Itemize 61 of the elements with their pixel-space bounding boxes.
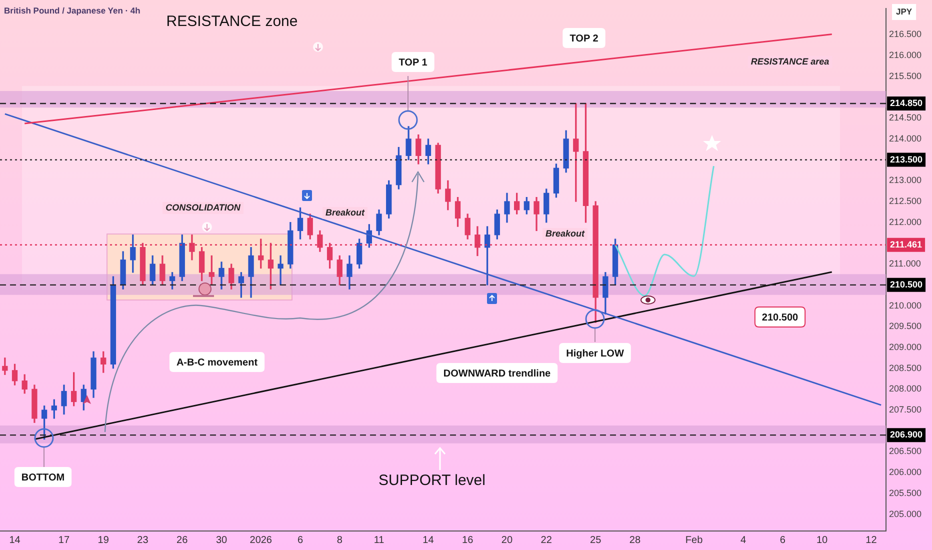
y-tick-label: 209.500 — [889, 321, 922, 332]
x-tick-label: 28 — [629, 534, 641, 546]
chart-title: British Pound / Japanese Yen · 4h — [4, 5, 140, 16]
x-tick-label: Feb — [685, 534, 704, 546]
y-tick-label: 206.000 — [889, 467, 922, 478]
y-tick-label: 205.000 — [889, 508, 922, 519]
y-tick-label: 207.500 — [889, 404, 922, 415]
x-tick-label: 26 — [176, 534, 188, 546]
y-tick-label: 208.000 — [889, 384, 922, 394]
y-tick-label: 214.000 — [889, 133, 922, 144]
y-tick-label: 213.000 — [889, 175, 922, 186]
ref-line-label: 213.500 — [890, 154, 923, 164]
x-tick-label: 10 — [816, 534, 828, 546]
annotation: RESISTANCE area — [750, 56, 830, 66]
x-tick-label: 14 — [9, 534, 21, 546]
annotation: Higher LOW — [566, 348, 624, 360]
x-tick-label: 4 — [740, 534, 746, 546]
x-tick-label: 2026 — [250, 534, 272, 546]
y-tick-label: 216.500 — [889, 29, 922, 40]
x-tick-label: 12 — [866, 534, 878, 546]
x-tick-label: 6 — [780, 534, 786, 546]
annotation: 210.500 — [762, 312, 799, 324]
ref-line-label: 206.900 — [890, 430, 923, 440]
annotation: Breakout — [325, 207, 366, 218]
x-tick-label: 6 — [297, 534, 304, 546]
x-tick-label: 17 — [58, 534, 70, 546]
y-tick-label: 205.500 — [889, 488, 922, 498]
y-tick-label: 212.000 — [889, 216, 922, 227]
y-tick-label: 212.500 — [889, 196, 922, 206]
y-tick-label: 215.500 — [889, 70, 922, 81]
y-tick-label: 214.500 — [889, 112, 922, 123]
annotation: TOP 2 — [570, 33, 599, 44]
x-tick-label: 8 — [336, 534, 343, 546]
x-tick-label: 23 — [137, 534, 149, 546]
x-tick-label: 25 — [590, 534, 602, 546]
y-tick-label: 210.000 — [889, 300, 922, 310]
ref-line-label: 210.500 — [890, 279, 923, 290]
annotation: TOP 1 — [398, 57, 428, 68]
annotation: RESISTANCE zone — [166, 13, 298, 30]
y-tick-label: 211.000 — [889, 258, 921, 269]
y-tick-label: 209.000 — [889, 342, 922, 352]
x-tick-label: 20 — [501, 534, 513, 546]
x-tick-label: 30 — [216, 534, 228, 546]
y-tick-label: 206.500 — [889, 446, 922, 456]
ref-line-label: 214.850 — [890, 98, 923, 108]
annotation: SUPPORT level — [378, 472, 486, 490]
annotation: BOTTOM — [21, 472, 65, 484]
x-tick-label: 11 — [374, 534, 385, 546]
x-tick-label: 22 — [540, 534, 552, 546]
x-tick-label: 16 — [462, 534, 474, 546]
ref-line-label: 211.461 — [890, 239, 922, 250]
x-tick-label: 14 — [422, 534, 434, 546]
annotation: A-B-C movement — [176, 357, 258, 368]
candlestick — [278, 255, 284, 286]
annotation: CONSOLIDATION — [166, 202, 241, 212]
y-tick-label: 216.000 — [889, 50, 922, 60]
annotation: Breakout — [545, 228, 586, 238]
y-axis-title: JPY — [896, 6, 912, 16]
annotation: DOWNWARD trendline — [443, 368, 552, 380]
y-tick-label: 208.500 — [889, 362, 922, 373]
x-tick-label: 19 — [98, 534, 110, 546]
